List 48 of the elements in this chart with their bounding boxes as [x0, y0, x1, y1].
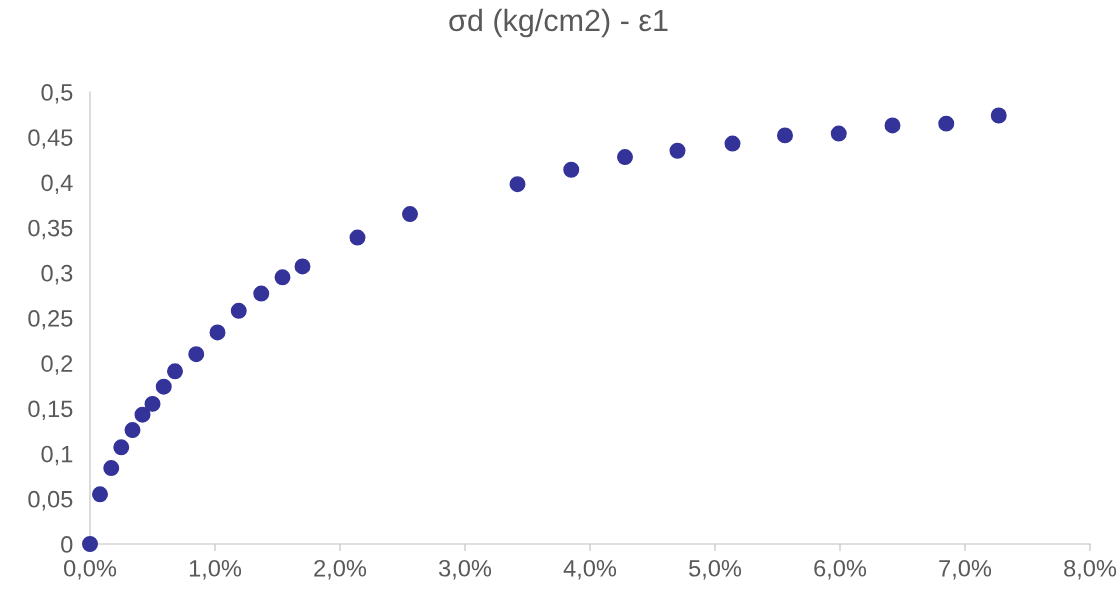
point — [777, 127, 793, 144]
y-tick-label: 0,35 — [28, 219, 73, 240]
point — [274, 269, 291, 286]
x-tick-label: 4,0% — [563, 559, 617, 580]
point — [209, 324, 226, 341]
y-tick-label: 0,3 — [41, 264, 73, 285]
point — [349, 229, 366, 246]
point — [724, 135, 741, 152]
x-tick-label: 5,0% — [689, 559, 742, 580]
point — [294, 258, 311, 275]
y-tick-label: 0,1 — [41, 445, 73, 466]
point — [830, 125, 847, 142]
point — [253, 285, 270, 302]
x-tick-label: 2,0% — [314, 559, 367, 580]
point — [990, 107, 1007, 124]
x-tick-label: 1,0% — [189, 559, 242, 580]
point — [669, 142, 686, 159]
x-tick-label: 7,0% — [939, 559, 992, 580]
y-tick-label: 0,25 — [28, 310, 73, 330]
x-tick-label: 6,0% — [814, 559, 867, 580]
y-tick-label: 0,15 — [28, 400, 73, 420]
point — [938, 115, 955, 132]
y-tick-label: 0,4 — [41, 174, 73, 194]
point — [113, 439, 130, 456]
point — [617, 149, 633, 166]
point — [167, 363, 183, 380]
point — [230, 302, 247, 319]
point — [155, 378, 172, 395]
point — [92, 486, 108, 503]
point — [103, 460, 120, 477]
y-tick-label: 0,2 — [41, 355, 73, 375]
point — [402, 206, 418, 223]
x-tick-label: 8,0% — [1064, 559, 1117, 580]
y-tick-label: 0,5 — [41, 84, 73, 104]
x-tick-label: 0,0% — [64, 559, 117, 580]
point — [144, 395, 161, 412]
point — [563, 161, 580, 178]
y-tick-label: 0,45 — [28, 129, 73, 149]
point — [134, 406, 151, 423]
x-tick-label: 3,0% — [438, 559, 492, 580]
point — [884, 117, 901, 134]
y-tick-label: 0 — [61, 536, 73, 553]
chart-title: σd (kg/cm2) - ε1 — [449, 8, 668, 38]
point — [124, 422, 141, 439]
point — [188, 346, 205, 363]
y-tick-label: 0,05 — [28, 490, 73, 511]
point — [82, 536, 98, 552]
point — [509, 176, 526, 193]
